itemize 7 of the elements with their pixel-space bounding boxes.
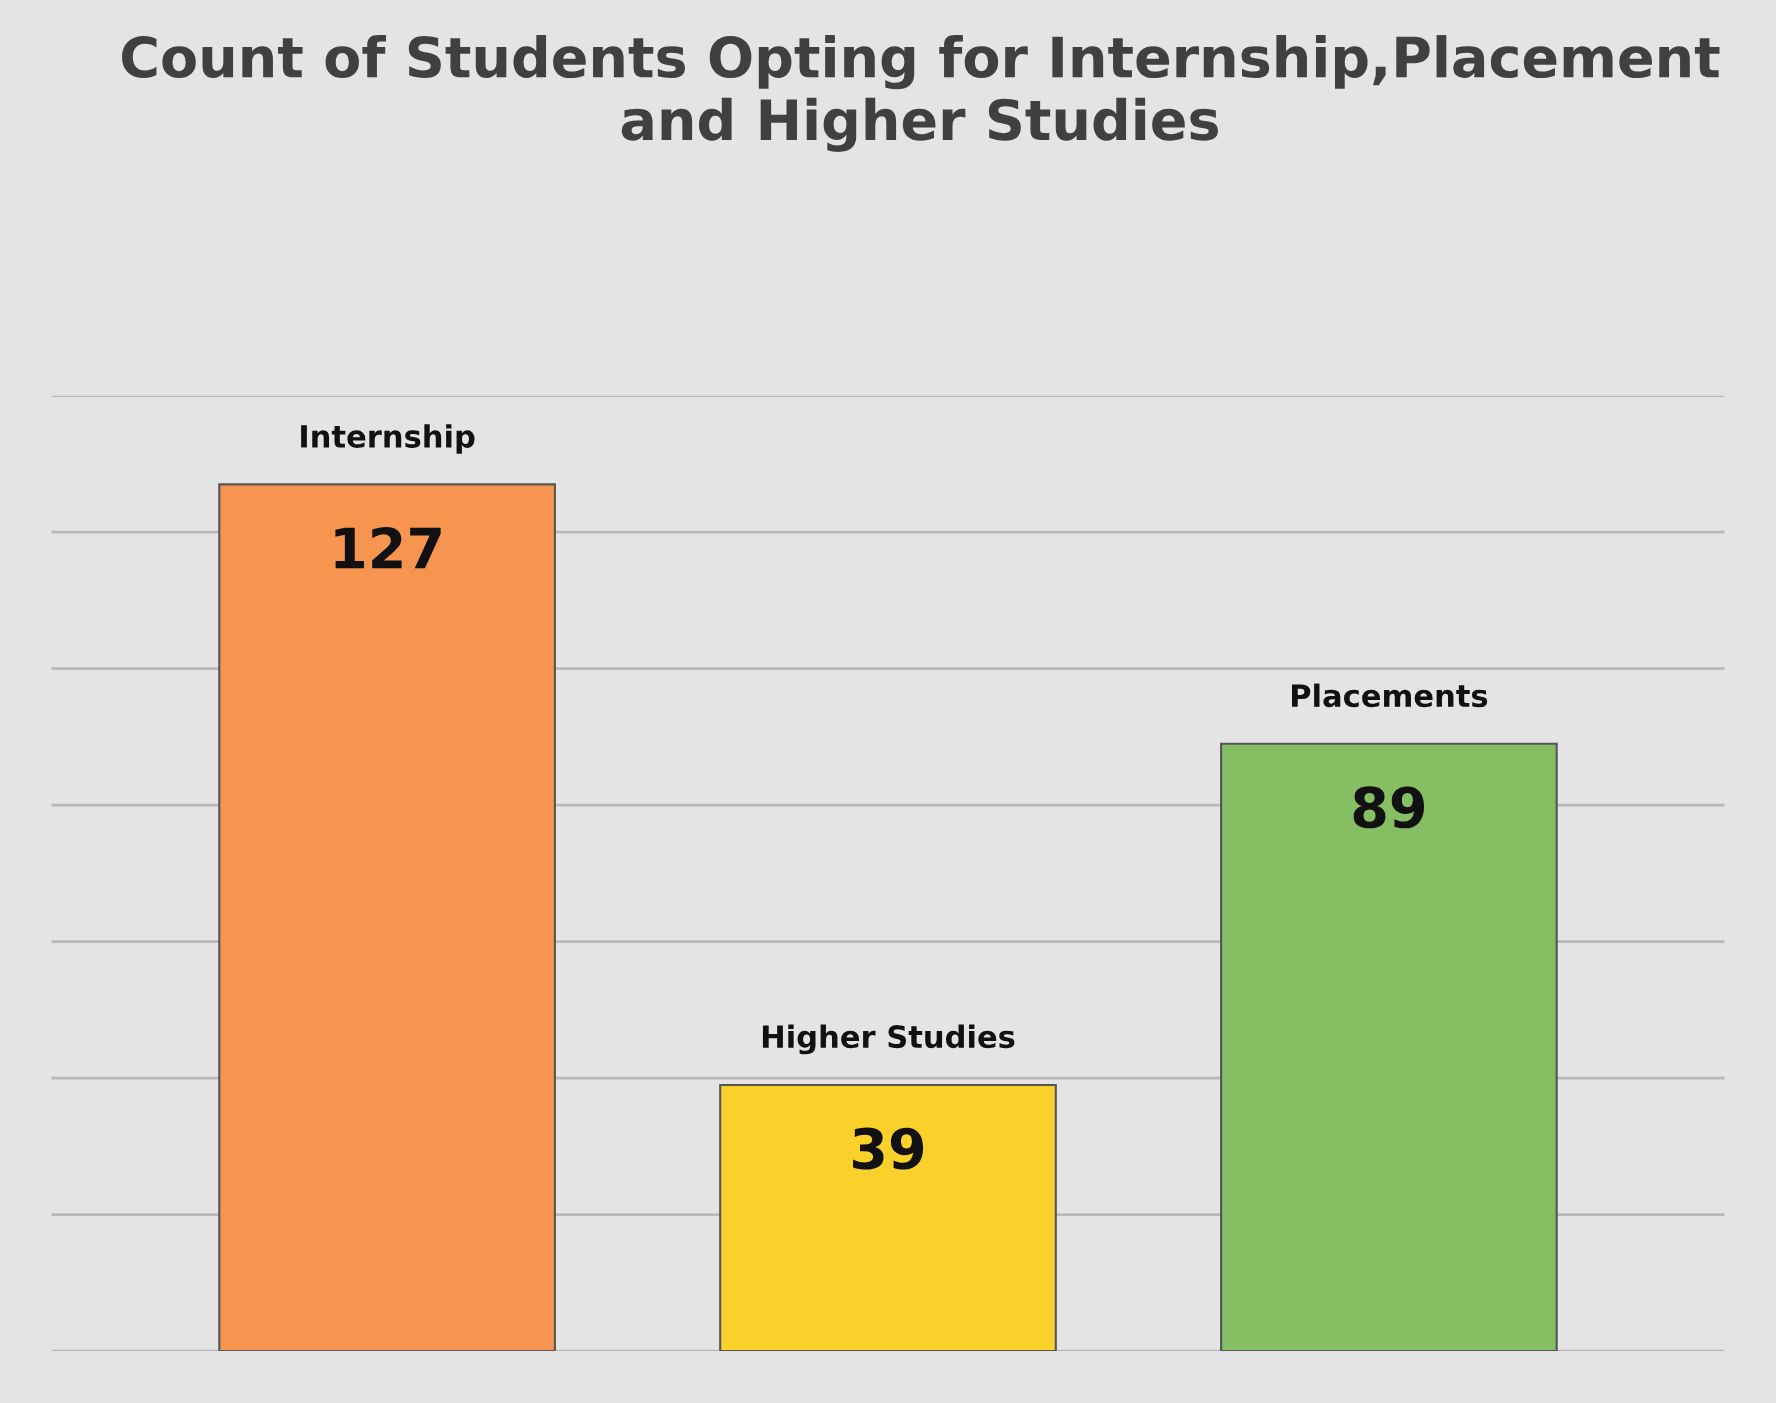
data-label: 127 [335,527,441,569]
x-tick-label: Higher Studies [762,1024,1015,1055]
data-label: 39 [853,1127,924,1170]
x-tick-label: Placements [1291,683,1488,708]
x-tick-label: Internship [301,424,475,454]
chart-title: Count of Students Opting for Internship,Placement and Higher Studies [122,35,1720,152]
data-label: 89 [1353,786,1424,829]
